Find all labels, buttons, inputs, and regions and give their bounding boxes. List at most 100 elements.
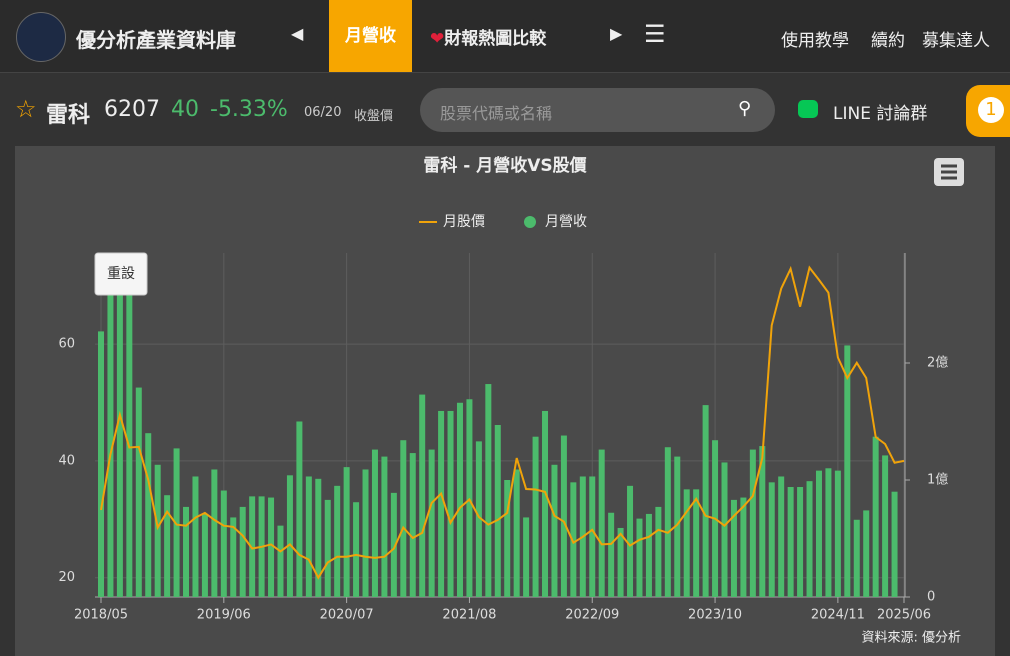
y2-tick-label: 0 <box>927 590 935 605</box>
stock-code: 6207 <box>104 97 160 122</box>
bar <box>305 476 312 597</box>
next-arrow[interactable]: ▶ <box>610 24 623 43</box>
bar <box>730 499 737 597</box>
bar <box>220 490 227 597</box>
bar <box>759 446 766 597</box>
bar <box>523 517 530 597</box>
bar <box>815 470 822 597</box>
bar <box>504 479 511 597</box>
bar <box>286 475 293 597</box>
source: 資料來源: 優分析 <box>861 631 961 646</box>
search-icon[interactable]: ⚲ <box>738 98 752 119</box>
bar <box>324 499 331 597</box>
line-group-link[interactable]: LINE 討論群 <box>833 104 928 124</box>
price-date: 06/20 <box>304 105 342 120</box>
bar <box>844 345 851 597</box>
bar <box>702 405 709 597</box>
bar <box>447 410 454 597</box>
bar <box>126 281 133 597</box>
heart-icon: ❤ <box>430 29 445 49</box>
bar <box>608 512 615 597</box>
bar <box>201 513 208 597</box>
bar <box>135 387 142 597</box>
bar <box>173 448 180 597</box>
bar <box>268 497 275 597</box>
bar <box>183 506 190 597</box>
bar <box>872 436 879 597</box>
prev-arrow[interactable]: ◀ <box>291 24 304 43</box>
bar <box>466 399 473 597</box>
bar <box>513 469 520 597</box>
bar <box>362 469 369 597</box>
x-tick-label: 2020/07 <box>320 608 374 623</box>
bar <box>107 281 114 597</box>
bar <box>475 441 482 597</box>
bar <box>598 449 605 597</box>
reset-label: 重設 <box>107 266 135 282</box>
bar <box>674 456 681 597</box>
top-bar: 優分析產業資料庫 ◀ 月營收 ❤財報熱圖比較 ▶ ☰ 使用教學 續約 募集達人 <box>0 0 1010 73</box>
bar <box>627 485 634 597</box>
bar <box>664 447 671 597</box>
x-tick-label: 2021/08 <box>442 608 496 623</box>
bar <box>334 485 341 597</box>
bar <box>589 476 596 597</box>
site-name[interactable]: 優分析產業資料庫 <box>76 28 236 52</box>
bar <box>371 449 378 597</box>
bar <box>353 502 360 597</box>
bar <box>721 462 728 597</box>
bar <box>485 384 492 597</box>
bar <box>400 440 407 597</box>
nav-link[interactable]: 募集達人 <box>922 31 990 51</box>
search-box[interactable]: 股票代碼或名稱 ⚲ <box>420 88 775 132</box>
bar <box>409 453 416 597</box>
bar <box>749 449 756 597</box>
y2-tick-label: 1億 <box>927 471 948 487</box>
bar <box>617 527 624 597</box>
chart: 雷科 - 月營收VS股價 資料來源: 優分析 20 40 60 0 1億 2億 2018/0… <box>15 146 995 656</box>
logo[interactable] <box>16 12 66 62</box>
bar <box>683 489 690 597</box>
bar <box>98 331 104 597</box>
y-tick-label: 20 <box>58 570 75 585</box>
bar <box>249 496 256 597</box>
tab[interactable]: 月營收 <box>329 0 412 72</box>
bar <box>438 410 445 597</box>
price-label: 收盤價 <box>354 109 394 124</box>
legend-label[interactable]: 月股價 <box>443 213 485 230</box>
bar <box>192 476 199 597</box>
nav-link[interactable]: 續約 <box>871 31 905 51</box>
bar <box>645 513 652 597</box>
bar <box>787 487 794 597</box>
stock-price: 40 <box>171 97 199 122</box>
nav-link[interactable]: 使用教學 <box>781 31 849 51</box>
bar <box>211 469 218 597</box>
bar <box>636 518 643 597</box>
search-placeholder: 股票代碼或名稱 <box>440 104 553 123</box>
favorite-star[interactable]: ☆ <box>15 95 37 123</box>
bar <box>570 482 577 597</box>
bar <box>825 468 832 597</box>
reset-button[interactable] <box>94 252 148 296</box>
tab[interactable]: ❤財報熱圖比較 <box>430 24 546 49</box>
bar <box>277 525 284 597</box>
bar <box>542 410 549 597</box>
bar <box>891 491 898 597</box>
bar <box>494 425 501 597</box>
tab-label: 財報熱圖比較 <box>444 29 547 49</box>
legend-label[interactable]: 月營收 <box>545 214 587 230</box>
bar <box>315 478 322 597</box>
y-tick-label: 40 <box>58 453 75 468</box>
notification[interactable]: 1 <box>966 85 1010 137</box>
export-menu-icon <box>941 164 957 180</box>
x-tick-label: 2025/06 <box>877 608 931 623</box>
x-tick-label: 2018/05 <box>74 608 128 623</box>
bar <box>230 517 237 597</box>
bar <box>419 394 426 597</box>
y-tick-label: 60 <box>58 337 75 352</box>
bar <box>428 449 435 597</box>
line-icon <box>798 100 818 118</box>
price-line <box>100 265 905 580</box>
menu-icon[interactable]: ☰ <box>644 20 666 48</box>
